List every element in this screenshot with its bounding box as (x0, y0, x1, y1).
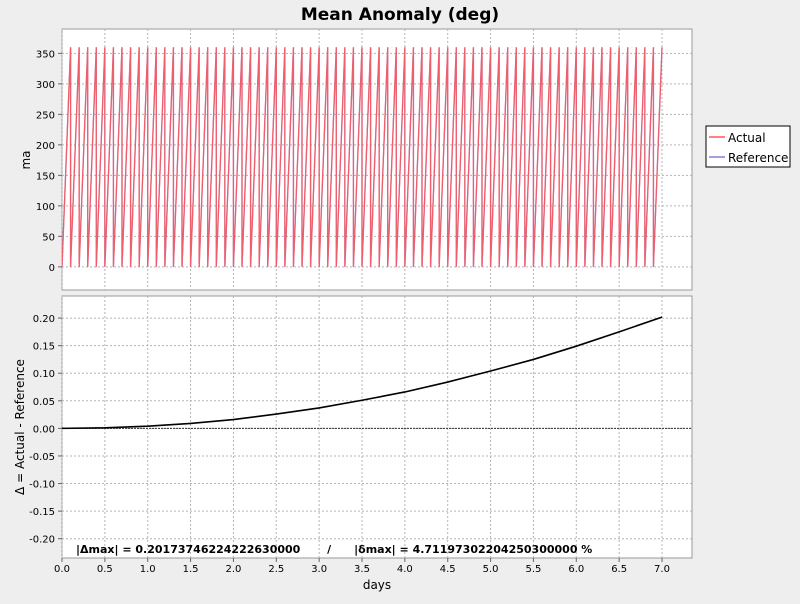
y-tick-label: 100 (36, 202, 55, 213)
top-series (62, 47, 663, 267)
bottom-y-ticks: 0.20 0.15 0.10 0.05 0.00 -0.05 -0.10 -0.15 -0.20 (29, 314, 62, 546)
y-tick-label: 350 (36, 49, 55, 60)
legend: Actual Reference (705, 125, 791, 168)
delta-series-line (61, 316, 663, 430)
x-tick-label: 4.5 (440, 564, 456, 575)
y-tick-label: 200 (36, 141, 55, 152)
y-tick-label: 0.20 (33, 314, 55, 325)
x-tick-label: 5.5 (525, 564, 541, 575)
y-tick-label: -0.20 (29, 535, 55, 546)
top-plot-area (61, 28, 693, 291)
legend-label-actual: Actual (728, 131, 766, 145)
legend-label-reference: Reference (728, 151, 788, 165)
y-tick-label: 0.05 (33, 397, 55, 408)
x-tick-label: 0.0 (54, 564, 70, 575)
bottom-y-axis-label: Δ = Actual - Reference (13, 359, 27, 495)
y-tick-label: 50 (42, 232, 55, 243)
x-tick-label: 6.0 (568, 564, 584, 575)
x-tick-label: 4.0 (397, 564, 413, 575)
bottom-plot-area (61, 295, 693, 559)
y-tick-label: 150 (36, 171, 55, 182)
y-tick-label: 0 (49, 263, 55, 274)
y-tick-label: 0.15 (33, 342, 55, 353)
x-ticks: 0.0 0.5 1.0 1.5 2.0 2.5 3.0 3.5 4.0 4.5 5.0 5.5 6.0 6… (54, 558, 670, 575)
y-tick-label: 0.00 (33, 424, 55, 435)
y-tick-label: -0.15 (29, 507, 55, 518)
chart-title: Mean Anomaly (deg) (301, 5, 499, 25)
x-tick-label: 6.5 (611, 564, 627, 575)
x-tick-label: 5.0 (483, 564, 499, 575)
x-tick-label: 1.5 (183, 564, 199, 575)
x-tick-label: 3.0 (311, 564, 327, 575)
legend-box (705, 125, 791, 168)
top-y-ticks: 0 50 100 150 200 250 300 350 (36, 49, 62, 274)
x-tick-label: 2.5 (268, 564, 284, 575)
x-tick-label: 0.5 (97, 564, 113, 575)
delta-annotation: |Δmax| = 0.20173746224222630000 / |δmax|… (76, 543, 592, 556)
x-tick-label: 3.5 (354, 564, 370, 575)
x-tick-label: 1.0 (140, 564, 156, 575)
x-tick-label: 7.0 (654, 564, 670, 575)
series-line-actual (62, 47, 663, 267)
x-axis-label: days (363, 578, 391, 592)
y-tick-label: 250 (36, 110, 55, 121)
y-tick-label: 0.10 (33, 369, 55, 380)
y-tick-label: -0.05 (29, 452, 55, 463)
top-y-axis-label: ma (19, 150, 33, 169)
bottom-series (61, 316, 692, 430)
y-tick-label: 300 (36, 80, 55, 91)
y-tick-label: -0.10 (29, 480, 55, 491)
x-tick-label: 2.0 (225, 564, 241, 575)
